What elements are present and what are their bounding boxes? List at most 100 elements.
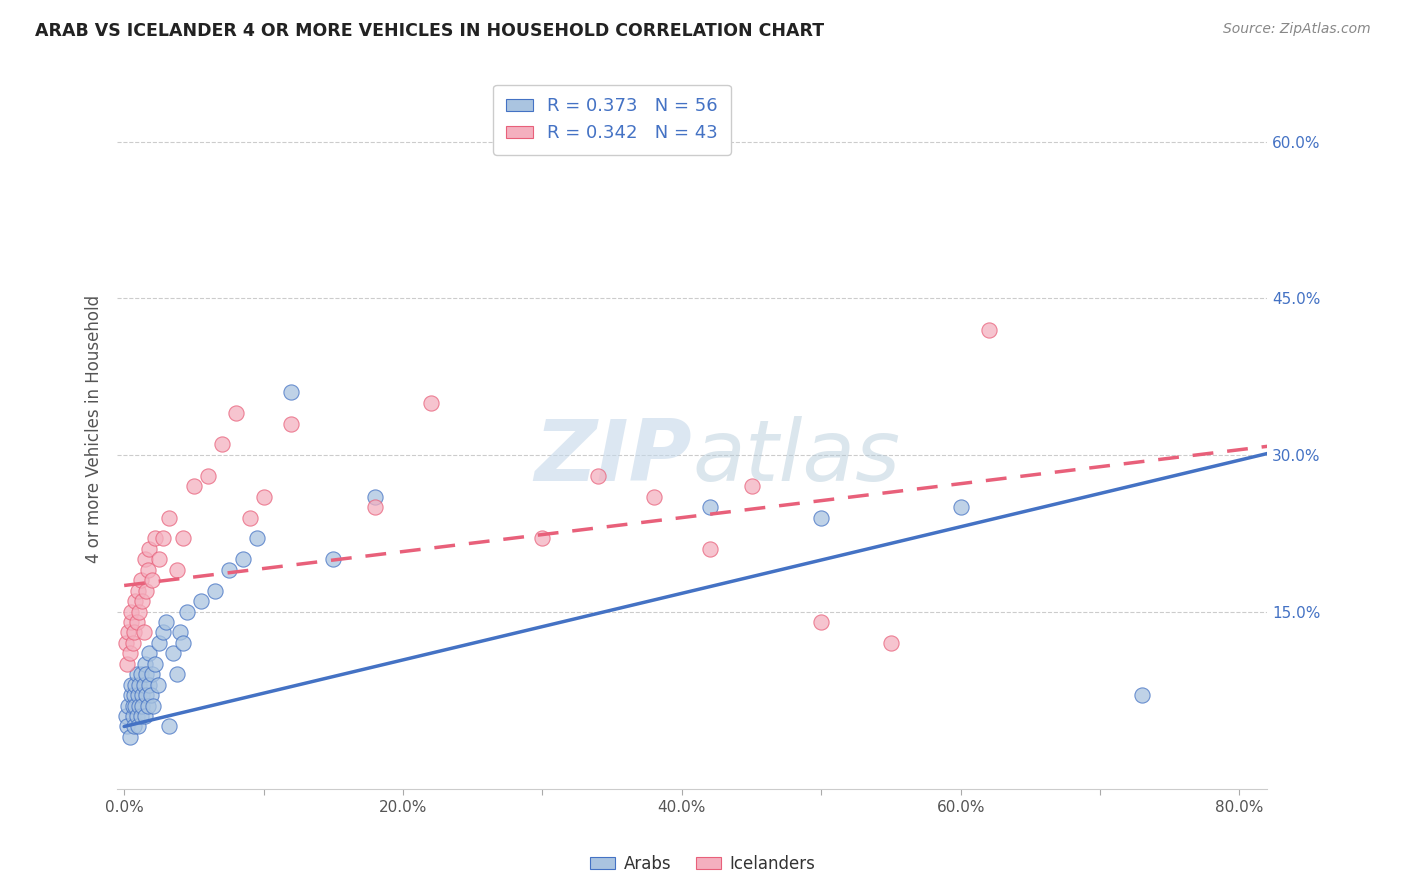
Point	[169, 625, 191, 640]
Point	[136, 698, 159, 713]
Point	[246, 532, 269, 546]
Point	[125, 615, 148, 629]
Text: atlas: atlas	[692, 417, 900, 500]
Point	[134, 709, 156, 723]
Point	[166, 667, 188, 681]
Point	[122, 688, 145, 702]
Point	[146, 678, 169, 692]
Point	[977, 323, 1000, 337]
Point	[252, 490, 274, 504]
Point	[172, 532, 194, 546]
Point	[129, 667, 152, 681]
Y-axis label: 4 or more Vehicles in Household: 4 or more Vehicles in Household	[86, 294, 103, 563]
Point	[128, 605, 150, 619]
Point	[125, 709, 148, 723]
Point	[120, 615, 142, 629]
Point	[120, 605, 142, 619]
Point	[949, 500, 972, 515]
Point	[699, 500, 721, 515]
Point	[128, 678, 150, 692]
Point	[225, 406, 247, 420]
Point	[120, 688, 142, 702]
Point	[142, 698, 165, 713]
Point	[810, 615, 832, 629]
Point	[134, 657, 156, 671]
Point	[138, 646, 160, 660]
Point	[143, 657, 166, 671]
Point	[117, 625, 139, 640]
Point	[114, 709, 136, 723]
Point	[114, 636, 136, 650]
Point	[531, 532, 554, 546]
Point	[135, 667, 157, 681]
Point	[232, 552, 254, 566]
Point	[280, 385, 302, 400]
Point	[204, 583, 226, 598]
Point	[155, 615, 177, 629]
Point	[115, 657, 138, 671]
Point	[148, 552, 170, 566]
Point	[127, 719, 149, 733]
Point	[152, 625, 174, 640]
Point	[1130, 688, 1153, 702]
Point	[148, 636, 170, 650]
Point	[586, 468, 609, 483]
Point	[128, 698, 150, 713]
Point	[120, 678, 142, 692]
Point	[118, 730, 141, 744]
Point	[162, 646, 184, 660]
Point	[131, 698, 153, 713]
Point	[124, 678, 146, 692]
Point	[143, 532, 166, 546]
Point	[218, 563, 240, 577]
Point	[127, 583, 149, 598]
Point	[741, 479, 763, 493]
Text: ZIP: ZIP	[534, 417, 692, 500]
Point	[364, 500, 387, 515]
Text: Source: ZipAtlas.com: Source: ZipAtlas.com	[1223, 22, 1371, 37]
Point	[176, 605, 198, 619]
Point	[239, 510, 262, 524]
Point	[136, 563, 159, 577]
Point	[141, 574, 163, 588]
Point	[134, 552, 156, 566]
Point	[190, 594, 212, 608]
Point	[122, 625, 145, 640]
Point	[322, 552, 344, 566]
Point	[132, 678, 155, 692]
Point	[643, 490, 665, 504]
Point	[280, 417, 302, 431]
Point	[131, 688, 153, 702]
Point	[117, 698, 139, 713]
Point	[121, 698, 143, 713]
Text: ARAB VS ICELANDER 4 OR MORE VEHICLES IN HOUSEHOLD CORRELATION CHART: ARAB VS ICELANDER 4 OR MORE VEHICLES IN …	[35, 22, 824, 40]
Legend: Arabs, Icelanders: Arabs, Icelanders	[583, 848, 823, 880]
Legend: R = 0.373   N = 56, R = 0.342   N = 43: R = 0.373 N = 56, R = 0.342 N = 43	[494, 85, 731, 155]
Point	[197, 468, 219, 483]
Point	[166, 563, 188, 577]
Point	[135, 583, 157, 598]
Point	[132, 625, 155, 640]
Point	[141, 667, 163, 681]
Point	[152, 532, 174, 546]
Point	[131, 594, 153, 608]
Point	[127, 688, 149, 702]
Point	[121, 636, 143, 650]
Point	[125, 667, 148, 681]
Point	[124, 698, 146, 713]
Point	[157, 719, 180, 733]
Point	[115, 719, 138, 733]
Point	[211, 437, 233, 451]
Point	[810, 510, 832, 524]
Point	[118, 646, 141, 660]
Point	[129, 709, 152, 723]
Point	[121, 709, 143, 723]
Point	[129, 574, 152, 588]
Point	[183, 479, 205, 493]
Point	[139, 688, 162, 702]
Point	[699, 541, 721, 556]
Point	[138, 678, 160, 692]
Point	[419, 395, 441, 409]
Point	[172, 636, 194, 650]
Point	[135, 688, 157, 702]
